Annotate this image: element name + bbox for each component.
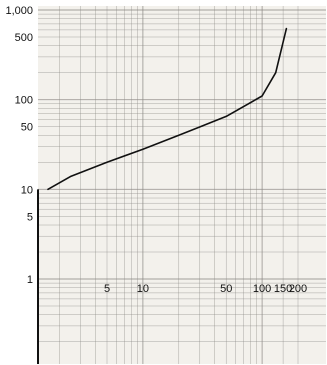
x-tick-label: 200 xyxy=(289,283,307,295)
y-tick-label: 50 xyxy=(21,122,33,134)
y-tick-labels: 1,000 500 100 50 10 5 1 xyxy=(5,5,33,286)
y-tick-label: 1,000 xyxy=(5,5,33,17)
y-tick-label: 100 xyxy=(15,95,33,107)
x-tick-label: 100 xyxy=(253,283,271,295)
y-tick-label: 1 xyxy=(27,274,33,286)
y-tick-label: 10 xyxy=(21,184,33,196)
plot-background xyxy=(38,6,326,364)
grid-lines xyxy=(38,6,326,364)
y-tick-label: 500 xyxy=(15,32,33,44)
x-tick-label: 150 xyxy=(274,283,292,295)
y-tick-label: 5 xyxy=(27,211,33,223)
x-tick-label: 50 xyxy=(220,283,232,295)
series-line xyxy=(47,27,288,191)
x-tick-label: 5 xyxy=(104,283,110,295)
series-layer xyxy=(47,27,288,191)
x-tick-label: 10 xyxy=(137,283,149,295)
